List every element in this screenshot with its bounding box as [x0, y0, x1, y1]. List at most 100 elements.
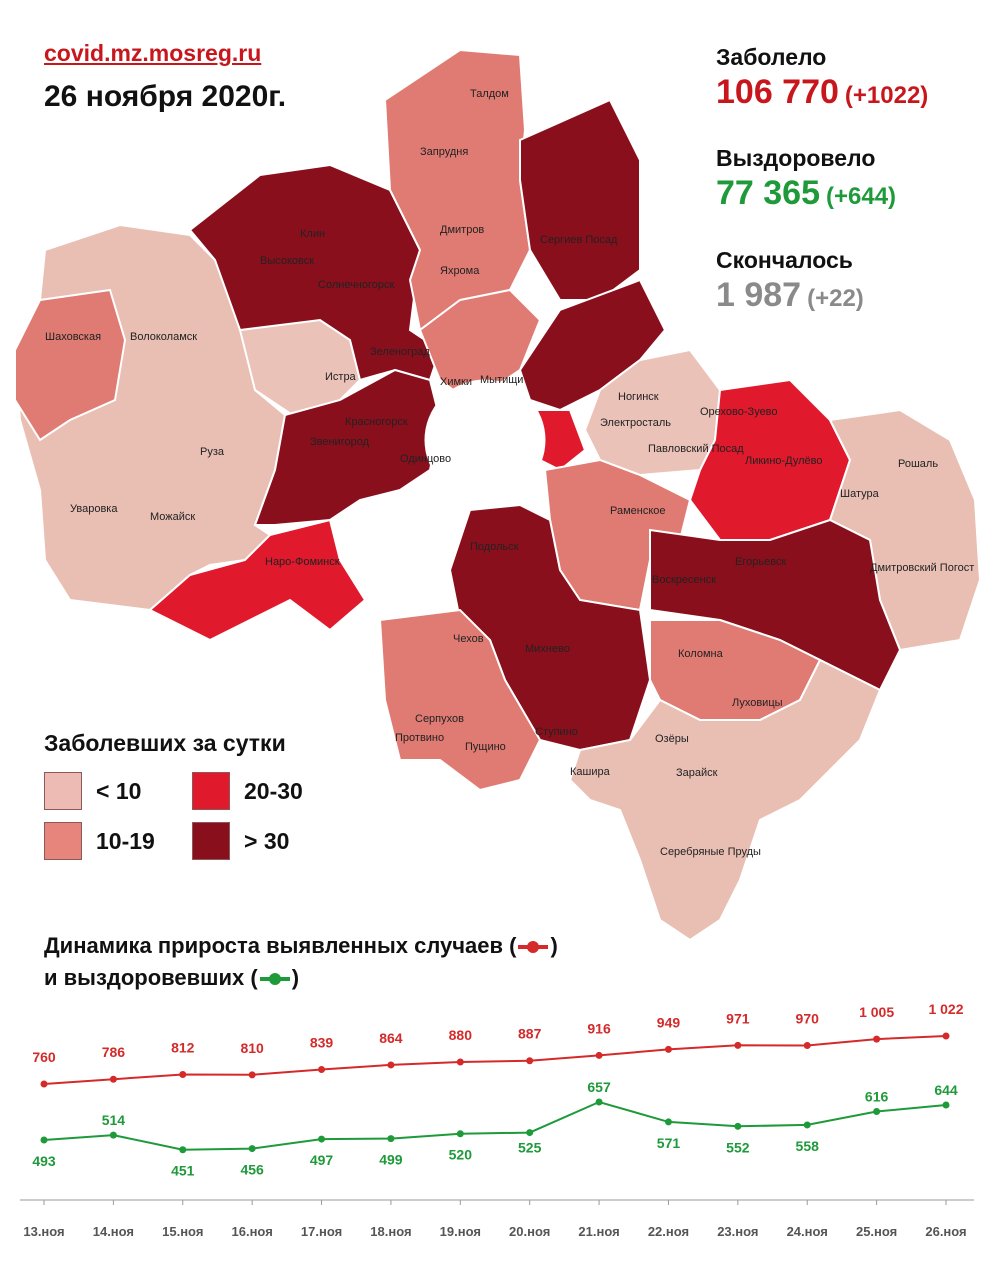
svg-text:Истра: Истра — [325, 371, 357, 383]
svg-text:Орехово-Зуево: Орехово-Зуево — [700, 406, 778, 418]
legend-label-20-30: 20-30 — [244, 777, 303, 804]
district-odintsovo — [253, 368, 442, 526]
data-point-1-12 — [873, 1108, 881, 1115]
data-point-1-11 — [803, 1121, 811, 1129]
svg-text:Воскресенск: Воскресенск — [652, 574, 716, 586]
data-label-1-12: 616 — [865, 1089, 889, 1105]
svg-text:Луховицы: Луховицы — [732, 697, 783, 709]
data-label-1-4: 497 — [310, 1152, 334, 1168]
stat-recovered: Выздоровело 77 365 (+644) — [716, 145, 896, 213]
chart-title-line2-end: ) — [291, 965, 300, 990]
x-tick-label-10: 23.ноя — [717, 1224, 758, 1239]
svg-text:Озёры: Озёры — [655, 733, 689, 745]
svg-text:Яхрома: Яхрома — [440, 265, 480, 277]
data-point-0-11 — [803, 1042, 811, 1050]
data-point-0-6 — [456, 1058, 464, 1066]
data-label-0-9: 949 — [657, 1014, 681, 1030]
data-label-1-13: 644 — [934, 1082, 958, 1098]
chart-title-line1: Динамика прироста выявленных случаев ( — [44, 933, 517, 958]
source-link[interactable]: covid.mz.mosreg.ru — [44, 40, 262, 66]
data-label-0-5: 864 — [379, 1030, 403, 1046]
city-labels: Талдом Запрудня Дмитров Яхрома Сергиев П… — [45, 88, 974, 858]
moscow-hole — [424, 379, 546, 501]
legend-item-10-19: 10-19 — [44, 822, 155, 860]
x-tick-label-12: 25.ноя — [856, 1224, 897, 1239]
legend-swatch-10-19 — [44, 822, 82, 860]
legend-item-20-30: 20-30 — [192, 772, 303, 810]
stat-recovered-value: 77 365 — [716, 174, 820, 212]
legend-swatch-lt10 — [44, 772, 82, 810]
svg-text:Мытищи: Мытищи — [480, 374, 523, 386]
data-point-1-1 — [109, 1131, 117, 1139]
district-khimki — [418, 288, 542, 397]
svg-text:Клин: Клин — [300, 228, 325, 240]
stat-recovered-delta: (+644) — [826, 183, 897, 210]
data-point-1-0 — [40, 1136, 48, 1144]
stat-infected-delta: (+1022) — [844, 82, 929, 109]
svg-text:Запрудня: Запрудня — [420, 146, 468, 158]
series-line-1 — [43, 1100, 947, 1151]
svg-text:Чехов: Чехов — [453, 633, 484, 645]
data-label-0-13: 1 022 — [928, 1001, 963, 1017]
svg-text:Можайск: Можайск — [150, 511, 195, 523]
x-tick-label-0: 13.ноя — [23, 1224, 64, 1239]
district-naro-fominsk — [148, 518, 367, 642]
svg-text:Раменское: Раменское — [610, 505, 666, 517]
x-tick-label-1: 14.ноя — [93, 1224, 134, 1239]
svg-text:Дмитровский Погост: Дмитровский Погост — [870, 562, 974, 574]
svg-text:Серебряные Пруды: Серебряные Пруды — [660, 846, 761, 858]
data-point-0-7 — [526, 1057, 534, 1065]
stat-died-delta: (+22) — [807, 285, 864, 312]
x-tick-label-8: 21.ноя — [578, 1224, 619, 1239]
data-label-1-11: 558 — [796, 1138, 820, 1154]
data-point-0-4 — [318, 1066, 326, 1074]
legend-item-gt30: > 30 — [192, 822, 289, 860]
svg-text:Электросталь: Электросталь — [600, 417, 671, 429]
data-point-1-3 — [248, 1145, 256, 1153]
svg-text:Подольск: Подольск — [470, 541, 519, 553]
svg-text:Кашира: Кашира — [570, 766, 611, 778]
svg-text:Ступино: Ступино — [535, 726, 578, 738]
data-label-0-2: 812 — [171, 1039, 195, 1055]
stat-died: Скончалось 1 987 (+22) — [716, 247, 864, 315]
data-point-0-9 — [664, 1045, 672, 1053]
data-label-1-2: 451 — [171, 1163, 195, 1179]
data-label-1-5: 499 — [379, 1152, 403, 1168]
svg-text:Михнево: Михнево — [525, 643, 570, 655]
data-point-1-6 — [456, 1130, 464, 1138]
svg-text:Талдом: Талдом — [470, 88, 509, 100]
svg-text:Сергиев Посад: Сергиев Посад — [540, 234, 618, 246]
data-label-0-8: 916 — [587, 1020, 611, 1036]
data-label-0-10: 971 — [726, 1010, 750, 1026]
legend-label-10-19: 10-19 — [96, 827, 155, 854]
data-label-0-4: 839 — [310, 1035, 334, 1051]
data-point-1-5 — [387, 1135, 395, 1143]
data-label-1-6: 520 — [449, 1147, 473, 1163]
legend-item-lt10: < 10 — [44, 772, 141, 810]
svg-text:Дмитров: Дмитров — [440, 224, 484, 236]
stat-infected-label: Заболело — [716, 44, 827, 70]
region-map: Талдом Запрудня Дмитров Яхрома Сергиев П… — [0, 30, 994, 960]
data-point-0-8 — [595, 1051, 603, 1059]
data-label-1-8: 657 — [587, 1079, 611, 1095]
data-label-0-6: 880 — [449, 1027, 473, 1043]
stat-infected: Заболело 106 770 (+1022) — [716, 44, 928, 112]
data-point-1-4 — [318, 1135, 326, 1143]
svg-text:Звенигород: Звенигород — [310, 436, 370, 448]
data-label-0-11: 970 — [796, 1011, 820, 1027]
data-label-0-12: 1 005 — [859, 1004, 894, 1020]
data-point-1-8 — [595, 1098, 603, 1106]
svg-text:Руза: Руза — [200, 446, 225, 458]
svg-text:Ногинск: Ногинск — [618, 391, 659, 403]
svg-text:Уваровка: Уваровка — [70, 503, 118, 515]
data-point-0-2 — [179, 1070, 187, 1078]
legend-swatch-20-30 — [192, 772, 230, 810]
svg-text:Шаховская: Шаховская — [45, 331, 101, 343]
legend-swatch-gt30 — [192, 822, 230, 860]
district-south — [568, 658, 882, 942]
cases-legend-icon — [518, 941, 549, 954]
stat-died-value: 1 987 — [716, 276, 802, 314]
district-sergiev-posad — [519, 98, 641, 301]
data-label-0-3: 810 — [240, 1040, 264, 1056]
legend-label-gt30: > 30 — [244, 827, 290, 854]
